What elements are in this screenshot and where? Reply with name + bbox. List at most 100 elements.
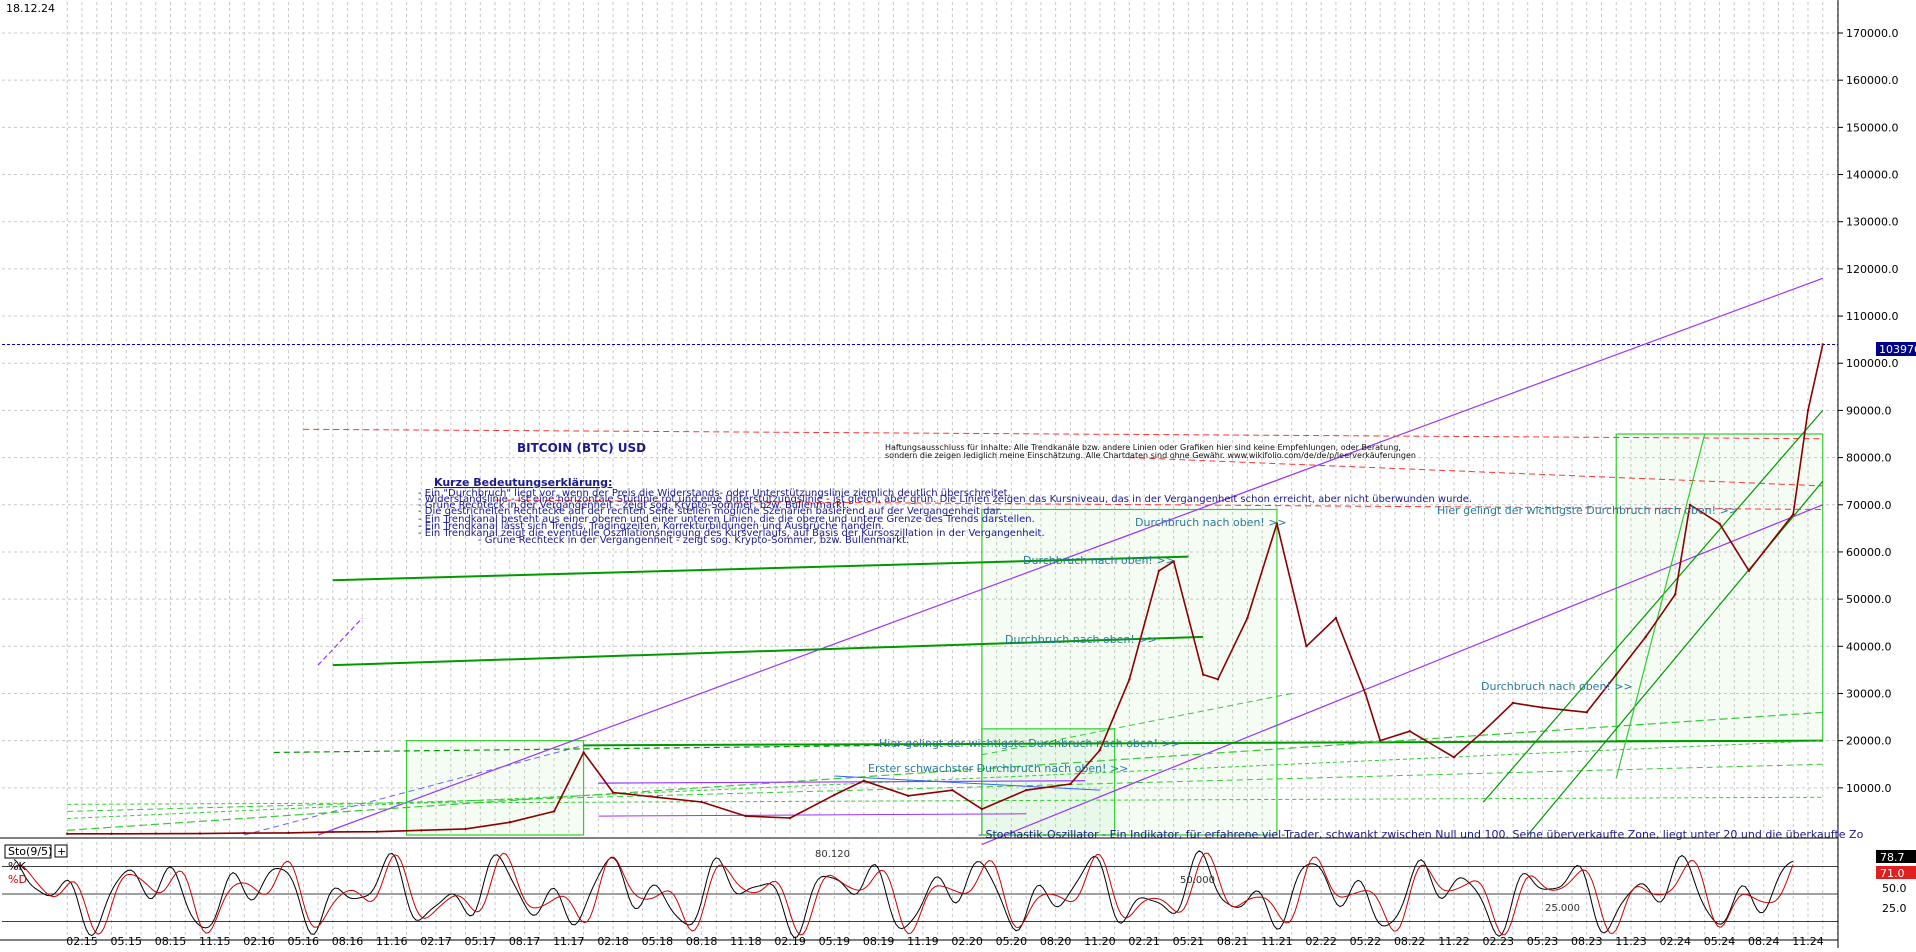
- chart-title: BITCOIN (BTC) USD: [517, 441, 646, 455]
- x-tick-label: 08.16: [332, 935, 364, 948]
- oscillator-layer: [2, 850, 1838, 938]
- price-point: [1024, 788, 1028, 792]
- y-tick-label: 140000.0: [1846, 169, 1899, 182]
- overlay-layer: [2, 277, 1838, 845]
- indicator-name-box[interactable]: [4, 844, 52, 859]
- y-tick-label: 10000.0: [1846, 782, 1892, 795]
- price-point: [66, 832, 69, 836]
- price-point: [243, 831, 246, 835]
- price-point: [1482, 730, 1485, 733]
- k-value-box: [1876, 850, 1916, 863]
- stochastic-d-line: [13, 852, 1794, 936]
- x-tick-label: 02.17: [420, 935, 452, 948]
- price-point: [1688, 503, 1692, 506]
- price-point: [1128, 678, 1131, 681]
- osc-inline-label: 80.120: [815, 849, 850, 860]
- price-point: [420, 829, 423, 832]
- x-tick-label: 02.18: [597, 935, 629, 948]
- bull-market-rect: [405, 740, 585, 836]
- x-tick-label: 05.23: [1527, 935, 1559, 948]
- resistance-line: [1129, 457, 1823, 487]
- x-tick-label: 11.20: [1084, 935, 1116, 948]
- x-tick-label: 08.18: [686, 935, 718, 948]
- price-point: [375, 830, 379, 833]
- y-tick-label: 90000.0: [1846, 404, 1892, 417]
- x-tick-label: 11.16: [376, 935, 408, 948]
- plus-icon: +: [57, 845, 66, 858]
- osc-tick: 50.0: [1882, 882, 1907, 895]
- x-tick-label: 05.15: [111, 935, 143, 948]
- x-tick-label: 08.21: [1217, 935, 1249, 948]
- x-tick-label: 05.19: [819, 935, 851, 948]
- y-tick-label: 70000.0: [1846, 499, 1892, 512]
- x-tick-label: 05.17: [465, 935, 497, 948]
- price-point: [1762, 550, 1765, 554]
- x-tick-label: 11.17: [553, 935, 585, 948]
- price-point: [1275, 522, 1279, 525]
- price-layer: [66, 343, 1824, 836]
- price-point: [1378, 739, 1382, 742]
- resistance-line: [303, 428, 1823, 440]
- x-tick-label: 08.17: [509, 935, 541, 948]
- breakout-label: Durchbruch nach oben! >>: [1135, 516, 1287, 529]
- price-point: [287, 831, 290, 835]
- osc-inline-label: 50.000: [1180, 875, 1215, 886]
- d-value-box: [1876, 866, 1916, 879]
- x-tick-label: 05.18: [642, 935, 674, 948]
- support-line: [67, 711, 1823, 831]
- trend-dashed-line: [317, 617, 363, 666]
- indicator-expand-button[interactable]: [54, 844, 68, 858]
- price-point: [1172, 560, 1175, 563]
- x-tick-label: 05.24: [1704, 935, 1736, 948]
- osc-tick: 25.0: [1882, 902, 1907, 915]
- legend-line: - Widerstandslinie - ist eine horizontal…: [418, 494, 1472, 505]
- price-point: [1511, 701, 1515, 705]
- x-tick-label: 05.16: [288, 935, 320, 948]
- breakout-label: Durchbruch nach oben! >>: [1023, 554, 1175, 567]
- x-tick-label: 11.23: [1615, 935, 1647, 948]
- legend-line: - Ein Trendkanal besteht aus einer obere…: [418, 514, 1035, 525]
- y-tick-label: 100000.0: [1846, 357, 1899, 370]
- x-tick-label: 11.21: [1261, 935, 1293, 948]
- x-tick-label: 02.20: [951, 935, 983, 948]
- k-value: 78.7: [1880, 851, 1905, 864]
- price-point: [906, 794, 910, 798]
- support-line: [332, 635, 1204, 667]
- y-tick-label: 110000.0: [1846, 310, 1899, 323]
- osc-inline-label: 25.000: [1545, 903, 1580, 914]
- price-point: [154, 832, 157, 835]
- resistance-line: [495, 499, 1823, 510]
- price-point: [1585, 711, 1588, 714]
- k-label: %K: [8, 860, 26, 873]
- d-label: %D: [8, 873, 27, 886]
- breakout-label: Hier gelingt der wichtigste Durchbruch n…: [879, 737, 1180, 750]
- price-point: [464, 827, 467, 831]
- breakout-label: Erster schwachster Durchbruch nach oben!…: [868, 762, 1128, 775]
- support-line: [583, 739, 1823, 747]
- price-point: [1157, 569, 1161, 573]
- price-point: [1246, 616, 1249, 620]
- x-tick-label: 08.24: [1748, 935, 1780, 948]
- y-tick-label: 30000.0: [1846, 687, 1892, 700]
- channel-line: [598, 780, 1086, 784]
- x-tick-label: 02.16: [243, 935, 275, 948]
- price-point: [788, 816, 792, 820]
- breakout-label: Durchbruch nach oben! >>: [1005, 633, 1157, 646]
- price-point: [1098, 748, 1102, 752]
- legend-title: Kurze Bedeutungserklärung:: [434, 476, 612, 489]
- y-tick-label: 170000.0: [1846, 27, 1899, 40]
- support-line: [67, 763, 1823, 812]
- support-line: [273, 742, 1100, 754]
- x-tick-label: 08.15: [155, 935, 187, 948]
- price-point: [1408, 730, 1411, 733]
- price-point: [656, 796, 659, 799]
- price-point: [1069, 782, 1072, 786]
- stochastic-note: - Stochastik-Oszillator - Ein Indikator,…: [978, 828, 1864, 841]
- legend-line: - Ein Trendkanal lässt sich Trends, Trad…: [418, 521, 884, 532]
- price-point: [1364, 692, 1367, 695]
- price-point: [1792, 513, 1795, 516]
- trend-dashed-line: [244, 744, 584, 836]
